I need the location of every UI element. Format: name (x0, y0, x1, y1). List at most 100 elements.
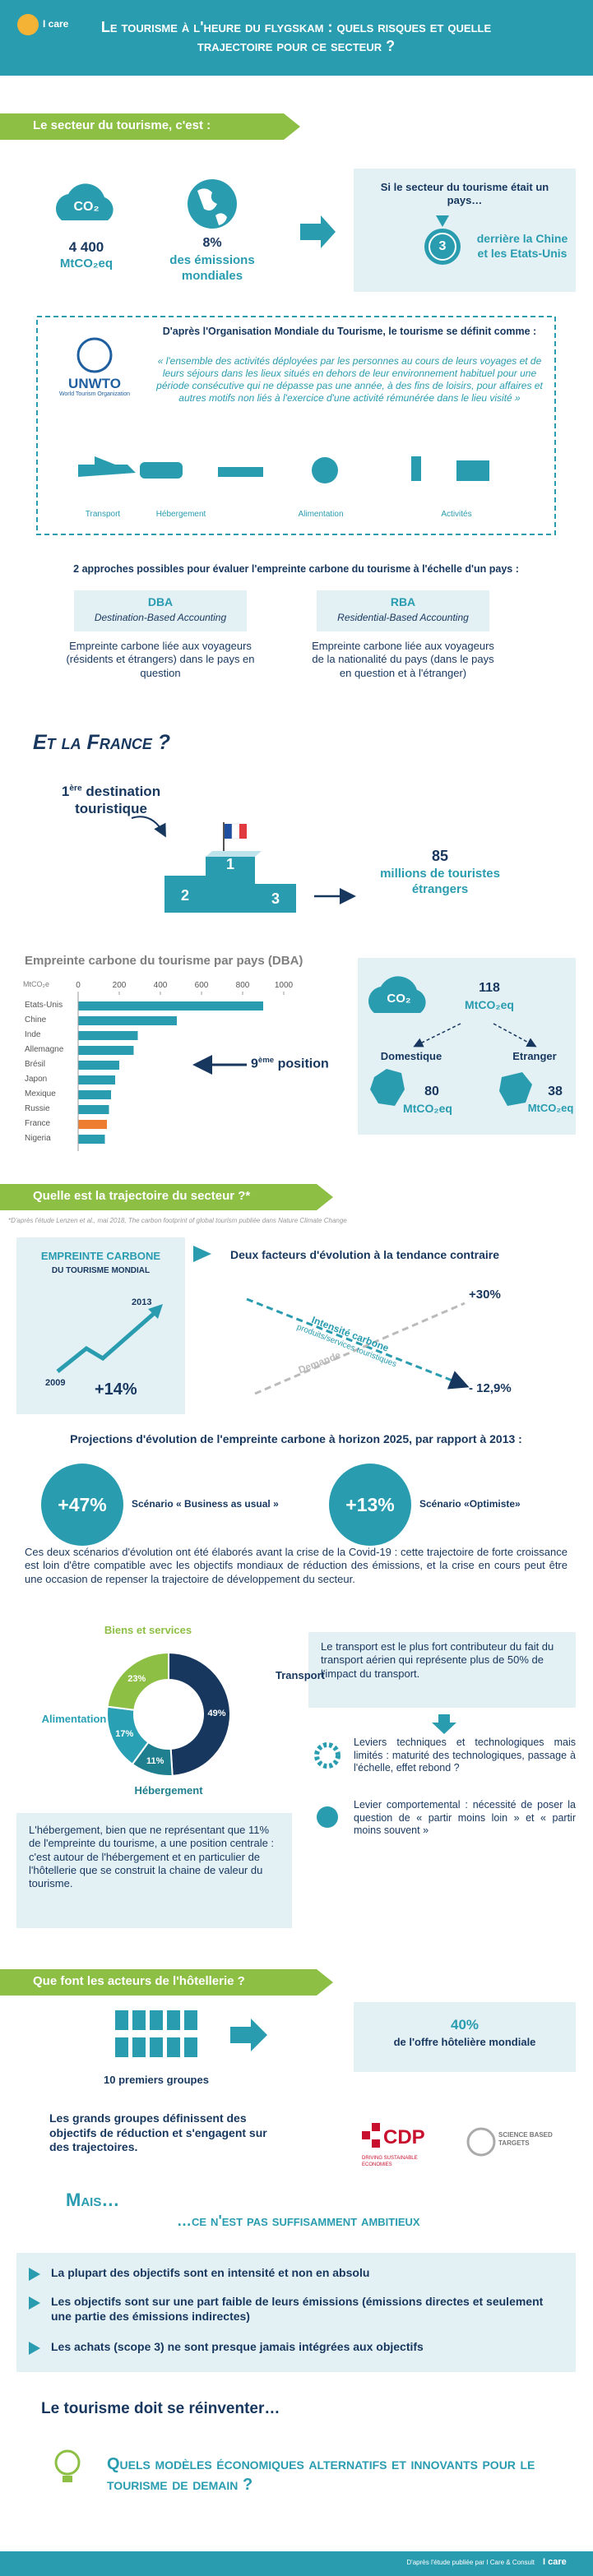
slice-label: 17% (115, 1729, 133, 1739)
section-heading: Que font les acteurs de l'hôtellerie ? (33, 1974, 245, 1988)
year-label: 2013 (132, 1297, 152, 1307)
projections-title: Projections d'évolution de l'empreinte c… (70, 1432, 522, 1445)
section-bar (0, 113, 300, 140)
unwto-sub: World Tourism Organization (58, 391, 131, 397)
issue: La plupart des objectifs sont en intensi… (51, 2266, 370, 2279)
arrow (131, 816, 166, 838)
but: Mais… (66, 2190, 120, 2210)
approaches-intro: 2 approches possibles pour évaluer l'emp… (73, 563, 519, 575)
intensity-change: - 12,9% (469, 1381, 512, 1395)
footer-band (0, 2551, 593, 2576)
bullet (29, 2342, 40, 2355)
share-value: 40% (450, 2017, 479, 2033)
page-title: Le tourisme à l'heure du flygskam : quel… (100, 19, 492, 54)
factors-title: Deux facteurs d'évolution à la tendance … (230, 1248, 499, 1261)
medal-ring (429, 233, 456, 261)
scenario-change: +13% (345, 1494, 395, 1515)
commitments: Les grands groupes définissent des objec… (49, 2111, 267, 2153)
approach-name: Residential-Based Accounting (337, 612, 469, 623)
groups-icon (115, 2010, 197, 2057)
demand-change: +30% (469, 1288, 501, 1302)
rank-suffix: ère (69, 784, 82, 793)
podium-step (164, 876, 206, 913)
rank-callout-suffix: ème (257, 1056, 275, 1065)
source: D'après l'étude publiée par I Care & Con… (406, 2559, 535, 2566)
accommodation-box (16, 1813, 292, 1928)
share-value: 8% (202, 236, 222, 250)
groups-label: 10 premiers groupes (104, 2074, 209, 2086)
arrow (413, 1023, 461, 1048)
co2-label: CO₂ (73, 200, 100, 214)
category-label: Nigeria (25, 1134, 51, 1143)
cdp-logo-mark (362, 2123, 380, 2148)
podium-top (206, 851, 262, 857)
medal-ribbon (436, 215, 449, 227)
emissions-value: 4 400 (68, 239, 104, 255)
category-label: Transport (276, 1669, 325, 1681)
header-band (0, 0, 593, 76)
rank-callout-label: position (277, 1057, 329, 1071)
tourists-value: 85 (431, 848, 449, 864)
podium-step (255, 884, 296, 913)
scenario-circle (41, 1464, 123, 1546)
category-label: Hébergement (134, 1784, 203, 1797)
co2-cloud-icon (55, 183, 114, 220)
bullet (29, 2268, 40, 2281)
rank-number: 3 (438, 239, 447, 253)
section-heading: Le secteur du tourisme, c'est : (33, 118, 211, 132)
sbt-logo: SCIENCE BASED TARGETS (498, 2131, 553, 2147)
bar (78, 1016, 177, 1025)
arrow (432, 1714, 456, 1734)
bar (78, 1135, 105, 1144)
x-tick-label: 400 (154, 981, 168, 990)
france-map (370, 1069, 405, 1106)
issue: Les achats (scope 3) ne sont presque jam… (51, 2340, 424, 2353)
category-label: Mexique (25, 1089, 56, 1098)
flag-red (239, 824, 247, 839)
cdp-sub: DRIVING SUSTAINABLE ECONOMIES (362, 2156, 418, 2167)
bar (78, 1031, 138, 1040)
co2-label: CO₂ (387, 992, 411, 1006)
bar (78, 1001, 263, 1011)
demand-line (254, 1302, 466, 1395)
slice-label: 23% (127, 1674, 146, 1684)
gear-icon (314, 1742, 341, 1769)
activity-label: Hébergement (155, 510, 206, 519)
category-label: Inde (25, 1030, 41, 1039)
podium-step (206, 857, 255, 913)
arrow (493, 1023, 537, 1048)
bulb-icon (54, 2449, 81, 2476)
donut-slice (106, 1651, 169, 1711)
domestic-value: 80 (424, 1085, 439, 1098)
x-tick-label: 600 (195, 981, 209, 990)
x-tick-label: 1000 (275, 981, 294, 990)
arrow (230, 2019, 267, 2051)
bulb-base (63, 2476, 72, 2482)
country-intro: Si le secteur du tourisme était un pays… (380, 181, 549, 207)
flag-blue (225, 824, 232, 839)
issue: Les objectifs sont sur une part faible d… (51, 2295, 544, 2323)
activity-label: Alimentation (298, 510, 344, 519)
x-tick-label: 200 (113, 981, 127, 990)
category-label: Etats-Unis (25, 1001, 63, 1010)
question: Quels modèles économiques alternatifs et… (107, 2455, 535, 2494)
bar (78, 1090, 111, 1099)
rank-label: destination touristique (75, 784, 161, 817)
podium-number: 2 (180, 887, 189, 904)
unwto-emblem (76, 337, 113, 373)
podium-number: 1 (225, 856, 234, 872)
approach-code: DBA (147, 595, 174, 608)
section-bar (0, 1969, 333, 1996)
approach-name: Destination-Based Accounting (94, 612, 227, 623)
plane-icon (78, 456, 136, 477)
unwto-logo: UNWTO (68, 376, 121, 391)
category-label: Russie (25, 1104, 50, 1113)
rank-label: derrière la Chine et les Etats-Unis (476, 232, 568, 260)
scenario-label: Scénario « Business as usual » (132, 1498, 279, 1510)
flag-white (231, 823, 240, 839)
bar (78, 1061, 119, 1070)
bar (78, 1105, 109, 1114)
definition-quote: « l'ensemble des activités déployées par… (156, 355, 543, 404)
country-box (354, 169, 576, 292)
